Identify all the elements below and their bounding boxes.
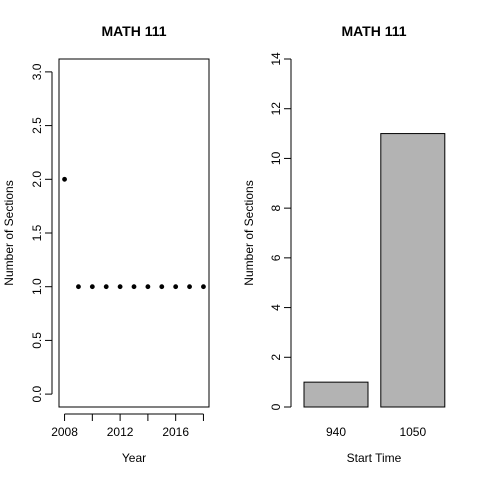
bar bbox=[380, 133, 446, 408]
scatter-point bbox=[103, 284, 109, 290]
scatter-point bbox=[62, 176, 67, 182]
scatter-x-tick-label: 2012 bbox=[107, 425, 134, 439]
bars bbox=[303, 133, 446, 408]
bar-y-axis: 0 2 4 6 8 10 12 14 bbox=[269, 52, 292, 410]
bar-y-tick-label: 2 bbox=[269, 354, 283, 361]
scatter-point bbox=[173, 284, 179, 290]
scatter-x-axis-label: Year bbox=[122, 451, 146, 465]
scatter-x-tick-label: 2008 bbox=[51, 425, 78, 439]
bar-y-tick-label: 8 bbox=[269, 204, 283, 211]
bar-y-tick-label: 10 bbox=[269, 151, 283, 165]
scatter-y-tick-label: 2.0 bbox=[30, 171, 44, 188]
bar-y-tick-label: 14 bbox=[269, 52, 283, 66]
scatter-y-tick-label: 2.5 bbox=[30, 117, 44, 134]
bar-category-label: 1050 bbox=[399, 425, 426, 439]
bar-category-labels: 940 1050 bbox=[326, 425, 426, 439]
scatter-x-axis: 2008 2012 2016 bbox=[51, 413, 204, 439]
scatter-y-axis-label: Number of Sections bbox=[2, 180, 16, 285]
scatter-y-tick-label: 1.5 bbox=[30, 224, 44, 241]
bar-x-axis-label: Start Time bbox=[347, 451, 402, 465]
scatter-point bbox=[187, 284, 192, 290]
scatter-point bbox=[117, 284, 123, 290]
scatter-point bbox=[159, 284, 165, 290]
scatter-points bbox=[62, 176, 206, 290]
bar bbox=[303, 381, 369, 408]
scatter-y-axis: 0.0 0.5 1.0 1.5 2.0 2.5 3.0 bbox=[30, 63, 53, 402]
bar-y-axis-label: Number of Sections bbox=[242, 180, 256, 285]
scatter-x-tick-label: 2016 bbox=[162, 425, 189, 439]
bar-y-tick-label: 6 bbox=[269, 254, 283, 261]
bar-category-label: 940 bbox=[326, 425, 346, 439]
scatter-point bbox=[145, 284, 151, 290]
bar-y-tick-label: 4 bbox=[269, 304, 283, 311]
bar-y-tick-label: 12 bbox=[269, 102, 283, 116]
scatter-plot-box bbox=[58, 58, 210, 408]
bar-panel: MATH 111 Start Time Number of Sections 0… bbox=[242, 23, 446, 465]
bar-y-tick-label: 0 bbox=[269, 403, 283, 410]
scatter-point bbox=[89, 284, 95, 290]
scatter-y-tick-label: 3.0 bbox=[30, 63, 44, 80]
scatter-y-tick-label: 0.5 bbox=[30, 332, 44, 349]
scatter-y-tick-label: 0.0 bbox=[30, 385, 44, 402]
scatter-y-tick-label: 1.0 bbox=[30, 278, 44, 295]
scatter-point bbox=[76, 284, 81, 290]
scatter-point bbox=[131, 284, 137, 290]
scatter-point bbox=[201, 284, 206, 290]
scatter-panel: MATH 111 Year Number of Sections 0.0 0.5 1… bbox=[2, 23, 210, 465]
bar-title: MATH 111 bbox=[341, 23, 406, 39]
scatter-title: MATH 111 bbox=[101, 23, 166, 39]
